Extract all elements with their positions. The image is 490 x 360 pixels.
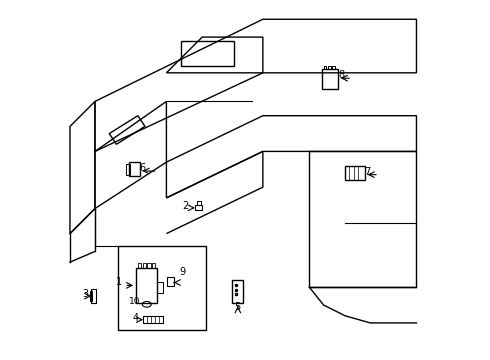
Bar [90, 291, 93, 301]
Bar [147, 263, 151, 267]
Bar [328, 66, 331, 69]
Bar [167, 277, 173, 286]
Bar [143, 316, 163, 323]
Bar [129, 162, 140, 176]
Bar [157, 282, 163, 293]
Bar [136, 267, 157, 303]
Text: 3: 3 [82, 289, 89, 299]
Bar [181, 41, 234, 66]
Text: 1: 1 [116, 278, 122, 287]
Bar [322, 69, 338, 89]
Text: 4: 4 [132, 313, 139, 323]
Bar [126, 164, 130, 175]
Bar [118, 246, 206, 330]
Text: 2: 2 [182, 201, 189, 211]
Text: 8: 8 [338, 70, 344, 80]
Text: 9: 9 [179, 267, 185, 277]
Bar [232, 280, 243, 303]
Text: 7: 7 [365, 167, 371, 177]
Bar [143, 263, 146, 267]
Bar [323, 66, 326, 69]
Bar [195, 205, 202, 210]
Bar [345, 166, 365, 180]
Bar [138, 263, 142, 267]
Bar [92, 289, 96, 303]
Bar [197, 202, 201, 205]
Bar [152, 263, 155, 267]
Text: 5: 5 [234, 302, 241, 312]
Bar [332, 66, 335, 69]
Text: 6: 6 [140, 163, 146, 173]
Text: 10: 10 [129, 297, 141, 306]
